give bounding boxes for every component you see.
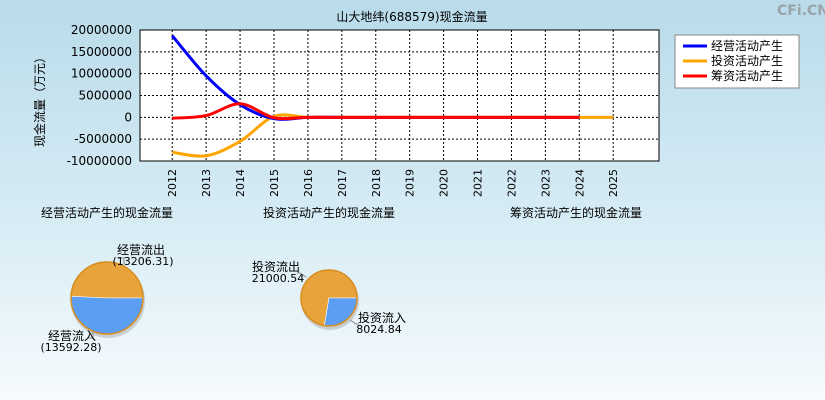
pie-operating-rim bbox=[70, 261, 144, 335]
legend-label-operating: 经营活动产生 bbox=[711, 39, 783, 53]
value-investing-in: 8024.84 bbox=[356, 323, 402, 336]
x-tick-label: 2020 bbox=[438, 169, 451, 197]
label-operating-in: 经营流入 bbox=[48, 329, 96, 343]
label-operating-out: 经营流出 bbox=[117, 243, 165, 257]
pie-investing: 投资流出 21000.54 投资流入 8024.84 bbox=[252, 259, 406, 336]
pie-investing-rim bbox=[300, 269, 358, 327]
legend-label-financing: 筹资活动产生 bbox=[711, 69, 783, 83]
series-lines bbox=[171, 34, 614, 158]
series-line-financing bbox=[172, 102, 580, 121]
value-investing-out: 21000.54 bbox=[252, 272, 305, 285]
watermark: CFi.CN bbox=[777, 3, 825, 19]
x-tick-label: 2015 bbox=[268, 169, 281, 197]
pie-operating-slices bbox=[70, 261, 145, 338]
y-tick-label: 0 bbox=[124, 110, 132, 124]
x-tick-label: 2022 bbox=[505, 169, 518, 197]
label-investing-in: 投资流入 bbox=[358, 310, 406, 325]
y-tick-label: -10000000 bbox=[67, 154, 132, 168]
x-tick-label: 2016 bbox=[302, 169, 315, 197]
x-tick-label: 2025 bbox=[607, 169, 620, 197]
leader-line-investing-out bbox=[297, 272, 307, 278]
y-tick-label: 15000000 bbox=[71, 45, 132, 59]
pie-operating: 经营流出 (13206.31) 经营流入 (13592.28) bbox=[40, 243, 173, 354]
x-axis-ticks: 2012 2013 2014 2015 2016 2017 2018 2019 2020 2021… bbox=[166, 169, 620, 197]
x-tick-label: 2012 bbox=[166, 169, 179, 197]
leader-line-investing-in bbox=[349, 319, 359, 325]
y-tick-label: 10000000 bbox=[71, 67, 132, 81]
leader-line-operating-out bbox=[117, 257, 125, 264]
legend: 经营活动产生 投资活动产生 筹资活动产生 bbox=[674, 34, 800, 89]
x-tick-label: 2013 bbox=[200, 169, 213, 197]
chart-title: 山大地纬(688579)现金流量 bbox=[336, 9, 487, 24]
line-chart: 山大地纬(688579)现金流量 现金流量（万元） 20000000 150000… bbox=[32, 9, 800, 197]
leader-line-operating-in bbox=[88, 331, 94, 339]
legend-label-investing: 投资活动产生 bbox=[711, 53, 783, 68]
x-tick-label: 2024 bbox=[573, 169, 586, 197]
x-tick-label: 2014 bbox=[234, 169, 247, 197]
y-tick-label: 20000000 bbox=[71, 23, 132, 37]
y-tick-label: -5000000 bbox=[74, 132, 132, 146]
pie-title-financing: 筹资活动产生的现金流量 bbox=[510, 205, 642, 220]
pie-title-operating: 经营活动产生的现金流量 bbox=[41, 205, 173, 220]
x-tick-label: 2018 bbox=[370, 169, 383, 197]
x-tick-label: 2019 bbox=[404, 169, 417, 197]
y-tick-label: 5000000 bbox=[79, 89, 132, 103]
x-tick-label: 2017 bbox=[336, 169, 349, 197]
x-tick-label: 2021 bbox=[472, 169, 485, 197]
pie-title-investing: 投资活动产生的现金流量 bbox=[263, 205, 395, 220]
y-axis-label: 现金流量（万元） bbox=[32, 51, 47, 147]
y-axis-ticks: 20000000 15000000 10000000 5000000 0 -5000000… bbox=[67, 23, 132, 168]
x-tick-label: 2023 bbox=[539, 169, 552, 197]
value-operating-out: (13206.31) bbox=[112, 255, 173, 268]
pie-investing-slices bbox=[300, 269, 359, 330]
value-operating-in: (13592.28) bbox=[40, 341, 101, 354]
label-investing-out: 投资流出 bbox=[252, 259, 300, 274]
